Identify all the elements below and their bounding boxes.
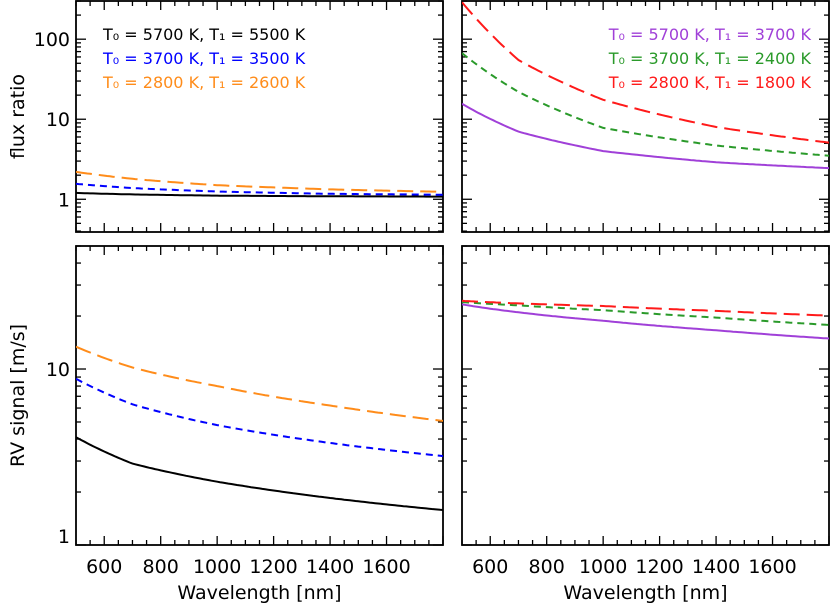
x-tick-label: 600	[472, 556, 508, 578]
x-tick-label: 1200	[249, 556, 297, 578]
x-tick-label: 600	[86, 556, 122, 578]
series-line-solid	[462, 102, 829, 170]
series-line-short-dash	[76, 182, 443, 196]
series-line-short-dash	[76, 377, 443, 458]
legend-entry: T₀ = 3700 K, T₁ = 3500 K	[102, 49, 306, 68]
series-line-solid	[76, 191, 443, 198]
series-line-solid	[462, 303, 829, 340]
panel-bottom-right: 600 800 1000 1200 1400 1600 Wavelength [nm]	[461, 245, 830, 604]
x-tick-label: 1400	[306, 556, 354, 578]
y-tick-label: 10	[46, 359, 70, 381]
series-line-long-dash	[462, 299, 829, 317]
x-tick-label: 1600	[748, 556, 796, 578]
plot-frame	[75, 0, 444, 233]
x-tick-label: 1000	[193, 556, 241, 578]
plot-frame	[75, 245, 444, 546]
y-axis-title: RV signal [m/s]	[7, 324, 29, 467]
series-line-short-dash	[462, 52, 829, 157]
x-tick-label: 1600	[362, 556, 410, 578]
x-tick-label: 1200	[635, 556, 683, 578]
series-line-long-dash	[76, 345, 443, 422]
y-tick-label: 1	[58, 189, 70, 211]
x-tick-label: 800	[529, 556, 565, 578]
x-tick-label: 1000	[579, 556, 627, 578]
plot-frame	[461, 245, 830, 546]
legend-entry: T₀ = 2800 K, T₁ = 2600 K	[102, 73, 306, 92]
panel-top-right: T₀ = 5700 K, T₁ = 3700 K T₀ = 3700 K, T₁ …	[461, 0, 830, 233]
panel-bottom-left: 1 10 600 800 1000 1200 1400 1600 Wavelength [nm]…	[7, 245, 444, 604]
panel-top-left: 1 10 100 flux ratio T₀ = 5700 K, T₁ = 5500 K…	[7, 0, 444, 233]
legend-entry: T₀ = 3700 K, T₁ = 2400 K	[608, 49, 812, 68]
series-line-long-dash	[76, 170, 443, 193]
y-tick-label: 100	[34, 29, 70, 51]
x-axis-title: Wavelength [nm]	[177, 582, 341, 604]
series-line-solid	[76, 436, 443, 511]
y-tick-label: 1	[58, 526, 70, 548]
plot-frame	[461, 0, 830, 233]
legend-entry: T₀ = 5700 K, T₁ = 5500 K	[102, 25, 306, 44]
y-axis-title: flux ratio	[7, 74, 29, 159]
series-line-long-dash	[462, 1, 829, 144]
legend-entry: T₀ = 2800 K, T₁ = 1800 K	[608, 73, 812, 92]
x-tick-label: 800	[143, 556, 179, 578]
legend-entry: T₀ = 5700 K, T₁ = 3700 K	[608, 25, 812, 44]
x-axis-title: Wavelength [nm]	[563, 582, 727, 604]
x-tick-label: 1400	[692, 556, 740, 578]
series-line-short-dash	[462, 301, 829, 326]
y-tick-label: 10	[46, 109, 70, 131]
